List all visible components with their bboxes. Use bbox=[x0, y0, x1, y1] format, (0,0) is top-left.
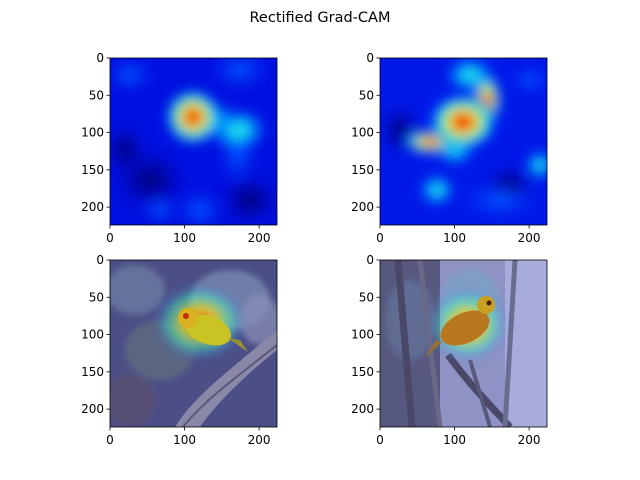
y-tick-label-4-3: 150 bbox=[351, 365, 374, 379]
x-tick-label-3-1: 100 bbox=[173, 433, 196, 447]
axis-ticks: 0 100 200 0 50 100 150 200 0 100 200 0 50 100 150 200 0 1… bbox=[81, 51, 540, 447]
overlay-image-1 bbox=[110, 260, 277, 427]
y-tick-label-4-1: 50 bbox=[359, 290, 374, 304]
bird-figure-2 bbox=[425, 296, 495, 358]
y-tick-label-1-0: 0 bbox=[96, 51, 104, 65]
y-tick-label-2-1: 50 bbox=[359, 88, 374, 102]
axes-frame-2 bbox=[379, 57, 548, 226]
x-tick-label-4-1: 100 bbox=[443, 433, 466, 447]
y-tick-label-2-3: 150 bbox=[351, 163, 374, 177]
y-tick-label-1-3: 150 bbox=[81, 163, 104, 177]
heatmap-image-2 bbox=[380, 58, 547, 225]
bird-figure-1 bbox=[178, 308, 248, 352]
axes-frame-3 bbox=[109, 259, 278, 428]
y-tick-label-3-3: 150 bbox=[81, 365, 104, 379]
y-tick-label-3-2: 100 bbox=[81, 328, 104, 342]
y-tick-label-4-2: 100 bbox=[351, 328, 374, 342]
y-tick-label-2-0: 0 bbox=[366, 51, 374, 65]
y-tick-label-1-1: 50 bbox=[89, 88, 104, 102]
x-tick-label-2-0: 0 bbox=[376, 231, 384, 245]
y-tick-label-2-2: 100 bbox=[351, 126, 374, 140]
overlay-image-2 bbox=[380, 260, 547, 427]
y-tick-label-3-4: 200 bbox=[81, 402, 104, 416]
y-tick-label-2-4: 200 bbox=[351, 200, 374, 214]
axes-frame-1 bbox=[109, 57, 278, 226]
y-tick-label-3-1: 50 bbox=[89, 290, 104, 304]
x-tick-label-1-1: 100 bbox=[173, 231, 196, 245]
y-tick-label-4-4: 200 bbox=[351, 402, 374, 416]
figure-title: Rectified Grad-CAM bbox=[250, 10, 391, 26]
x-tick-label-4-2: 200 bbox=[518, 433, 541, 447]
y-tick-label-1-2: 100 bbox=[81, 126, 104, 140]
x-tick-label-3-0: 0 bbox=[106, 433, 114, 447]
panel-overlay-1 bbox=[109, 259, 278, 428]
x-tick-label-3-2: 200 bbox=[248, 433, 271, 447]
axes-frame-4 bbox=[379, 259, 548, 428]
y-tick-label-3-0: 0 bbox=[96, 253, 104, 267]
y-tick-label-4-0: 0 bbox=[366, 253, 374, 267]
x-tick-label-2-1: 100 bbox=[443, 231, 466, 245]
x-tick-label-2-2: 200 bbox=[518, 231, 541, 245]
panel-heatmap-2 bbox=[379, 57, 548, 226]
y-tick-label-1-4: 200 bbox=[81, 200, 104, 214]
heatmap-image-1 bbox=[110, 58, 277, 225]
panel-heatmap-1 bbox=[109, 57, 278, 226]
panel-overlay-2 bbox=[379, 259, 548, 428]
x-tick-label-4-0: 0 bbox=[376, 433, 384, 447]
x-tick-label-1-2: 200 bbox=[248, 231, 271, 245]
x-tick-label-1-0: 0 bbox=[106, 231, 114, 245]
